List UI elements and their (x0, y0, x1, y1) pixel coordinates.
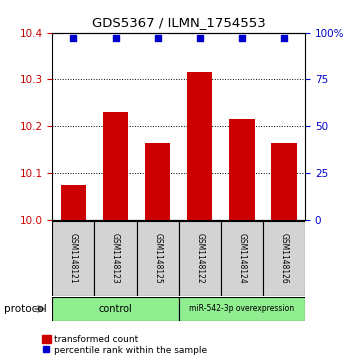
Bar (187, 72, 212, 220)
Point (155, 35, 161, 41)
Text: GSM1148126: GSM1148126 (279, 233, 288, 284)
Text: miR-542-3p overexpression: miR-542-3p overexpression (189, 305, 295, 313)
Bar (145, 143, 170, 220)
Bar (95, 221, 136, 296)
Point (197, 35, 203, 41)
Bar (229, 119, 255, 220)
Text: GSM1148124: GSM1148124 (238, 233, 246, 284)
Bar (221, 221, 263, 296)
Point (113, 35, 118, 41)
Bar (52, 221, 95, 296)
Legend: transformed count, percentile rank within the sample: transformed count, percentile rank withi… (41, 333, 209, 357)
Text: protocol: protocol (4, 304, 46, 314)
Bar (136, 221, 179, 296)
Bar (52, 297, 179, 321)
Bar (271, 143, 297, 220)
Bar (179, 221, 221, 296)
Text: GSM1148123: GSM1148123 (111, 233, 120, 284)
Bar (179, 297, 305, 321)
Point (239, 35, 245, 41)
Text: GSM1148122: GSM1148122 (195, 233, 204, 284)
Point (70, 35, 76, 41)
Text: GSM1148121: GSM1148121 (69, 233, 78, 284)
Point (281, 35, 287, 41)
Text: control: control (99, 304, 132, 314)
Title: GDS5367 / ILMN_1754553: GDS5367 / ILMN_1754553 (92, 16, 266, 29)
Text: GSM1148125: GSM1148125 (153, 233, 162, 284)
Bar (103, 112, 128, 220)
Bar (263, 221, 305, 296)
Bar (61, 184, 86, 220)
